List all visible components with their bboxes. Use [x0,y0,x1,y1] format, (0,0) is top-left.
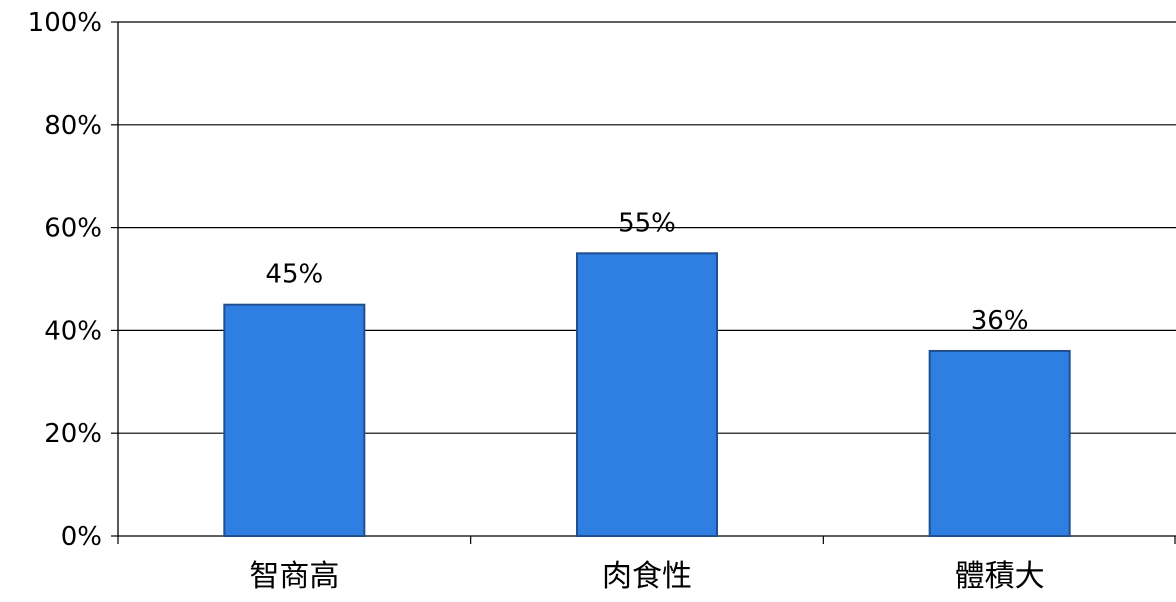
data-label: 36% [971,306,1029,336]
data-label: 55% [618,208,676,238]
x-category-label: 體積大 [955,559,1045,594]
bar-2 [576,252,718,538]
y-tick-label: 60% [44,214,102,244]
y-tick-label: 100% [28,8,102,38]
data-label: 45% [265,260,323,290]
x-category-label: 智商高 [249,559,339,594]
bars [223,252,1071,538]
y-tick-label: 80% [44,111,102,141]
x-category-label: 肉食性 [602,559,692,594]
y-tick-label: 40% [44,316,102,346]
y-tick-label: 20% [44,419,102,449]
bar-1 [223,303,366,538]
labels: 0% 20% 40% 60% 80% 100% 45% 智商高 55% 肉食性 36% 體積大 [28,8,1045,594]
bar-3 [928,349,1071,537]
y-tick-label: 0% [61,522,102,552]
